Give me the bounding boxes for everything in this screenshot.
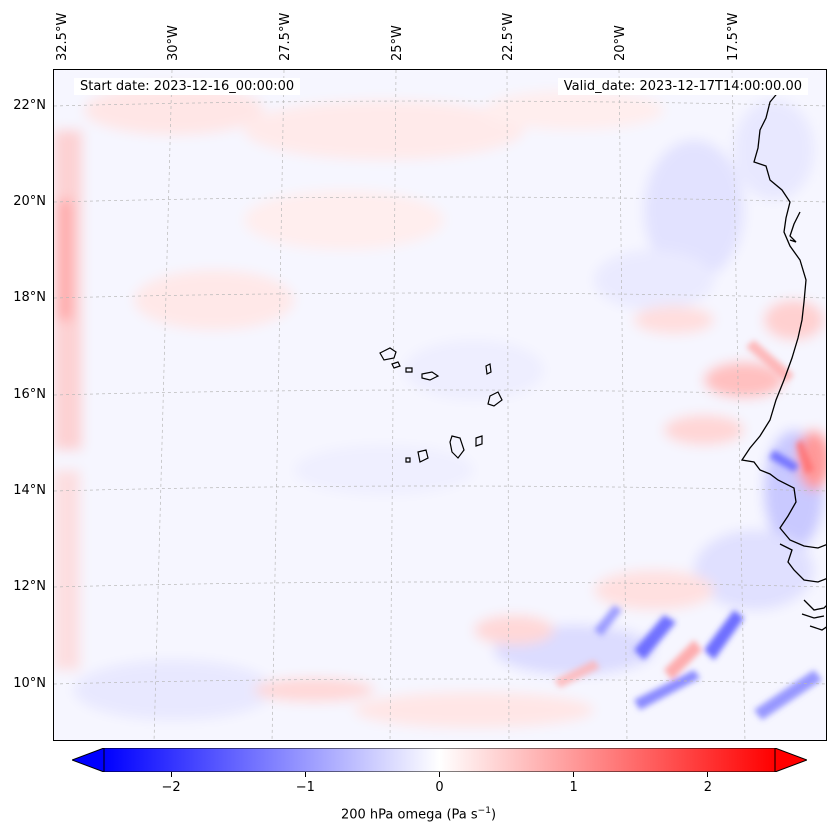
colorbar-tickmark bbox=[304, 772, 306, 777]
colorbar-tick-label: 0 bbox=[435, 780, 444, 795]
lon-label-30w: 30°W bbox=[166, 25, 181, 61]
lat-label-14n: 14°N bbox=[13, 483, 46, 498]
start-date-label: Start date: 2023-12-16_00:00:00 bbox=[74, 78, 301, 95]
valid-date-label: Valid_date: 2023-12-17T14:00:00.00 bbox=[557, 78, 808, 95]
map-canvas bbox=[54, 70, 826, 740]
gridlines bbox=[54, 70, 826, 740]
lat-label-22n: 22°N bbox=[13, 98, 46, 113]
island-santiago bbox=[449, 435, 465, 459]
lat-label-10n: 10°N bbox=[13, 676, 46, 691]
lon-label-22-5w: 22.5°W bbox=[501, 12, 516, 61]
island-santo-antao bbox=[379, 347, 397, 361]
colorbar-tickmark bbox=[439, 772, 440, 777]
lon-label-20w: 20°W bbox=[613, 25, 628, 61]
colorbar-tick-label: −1 bbox=[295, 780, 315, 795]
colorbar-tick-label: −2 bbox=[161, 780, 181, 795]
lat-label-18n: 18°N bbox=[13, 290, 46, 305]
omega-strong-cells bbox=[554, 340, 822, 720]
island-sao-nicolau bbox=[421, 371, 440, 381]
lon-label-27-5w: 27.5°W bbox=[278, 12, 293, 61]
colorbar-gradient bbox=[103, 748, 776, 772]
map-panel[interactable]: Start date: 2023-12-16_00:00:00 Valid_da… bbox=[53, 69, 827, 741]
lon-label-17-5w: 17.5°W bbox=[726, 12, 741, 61]
colorbar-tickmark bbox=[573, 772, 575, 777]
island-santa-luzia bbox=[405, 367, 413, 373]
lat-label-20n: 20°N bbox=[13, 194, 46, 209]
colorbar-tickmark bbox=[170, 772, 172, 777]
colorbar-tickmark bbox=[707, 772, 709, 777]
lon-label-32-5w: 32.5°W bbox=[55, 12, 70, 61]
colorbar-extend-max bbox=[774, 748, 807, 772]
omega-field bbox=[54, 70, 826, 740]
colorbar bbox=[72, 748, 807, 772]
colorbar-label: 200 hPa omega (Pa s−1) bbox=[340, 806, 497, 823]
lat-label-16n: 16°N bbox=[13, 387, 46, 402]
colorbar-tick-label: 1 bbox=[569, 780, 578, 795]
island-maio bbox=[475, 435, 483, 447]
island-brava bbox=[405, 457, 411, 463]
cape-verde-islands bbox=[379, 347, 503, 463]
colorbar-extend-min bbox=[72, 748, 105, 772]
colorbar-tick-label: 2 bbox=[703, 780, 713, 795]
island-boa-vista bbox=[487, 391, 503, 407]
lon-label-25w: 25°W bbox=[390, 25, 405, 61]
island-sal bbox=[485, 363, 492, 375]
lat-label-12n: 12°N bbox=[13, 579, 46, 594]
island-sao-vicente bbox=[391, 361, 401, 369]
island-fogo bbox=[417, 449, 429, 463]
coastline bbox=[740, 89, 826, 631]
